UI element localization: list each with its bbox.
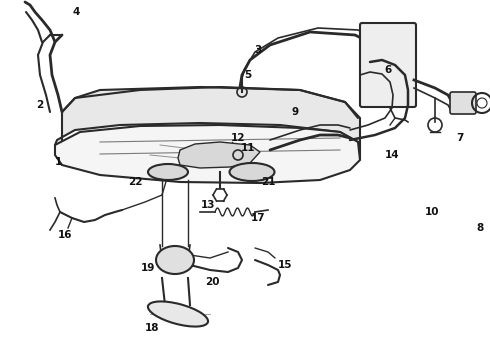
- Text: 6: 6: [384, 65, 392, 75]
- Text: 12: 12: [231, 133, 245, 143]
- Text: 16: 16: [58, 230, 72, 240]
- Text: 17: 17: [251, 213, 265, 223]
- Text: 7: 7: [456, 133, 464, 143]
- Text: 3: 3: [254, 45, 262, 55]
- Text: 20: 20: [205, 277, 219, 287]
- Text: 8: 8: [476, 223, 484, 233]
- Text: 9: 9: [292, 107, 298, 117]
- Text: 1: 1: [54, 157, 62, 167]
- Text: 14: 14: [385, 150, 399, 160]
- Ellipse shape: [148, 164, 188, 180]
- Ellipse shape: [148, 301, 208, 327]
- Ellipse shape: [156, 246, 194, 274]
- Text: 13: 13: [201, 200, 215, 210]
- Text: 5: 5: [245, 70, 252, 80]
- Text: 4: 4: [73, 7, 80, 17]
- Polygon shape: [178, 142, 260, 168]
- Polygon shape: [55, 125, 360, 183]
- Polygon shape: [55, 87, 360, 165]
- Text: 21: 21: [261, 177, 275, 187]
- Text: 2: 2: [36, 100, 44, 110]
- Text: 22: 22: [128, 177, 142, 187]
- Text: 19: 19: [141, 263, 155, 273]
- Ellipse shape: [229, 163, 274, 181]
- Text: 10: 10: [425, 207, 439, 217]
- Text: 11: 11: [241, 143, 255, 153]
- FancyBboxPatch shape: [360, 23, 416, 107]
- FancyBboxPatch shape: [450, 92, 476, 114]
- Text: 15: 15: [278, 260, 292, 270]
- Text: 18: 18: [145, 323, 159, 333]
